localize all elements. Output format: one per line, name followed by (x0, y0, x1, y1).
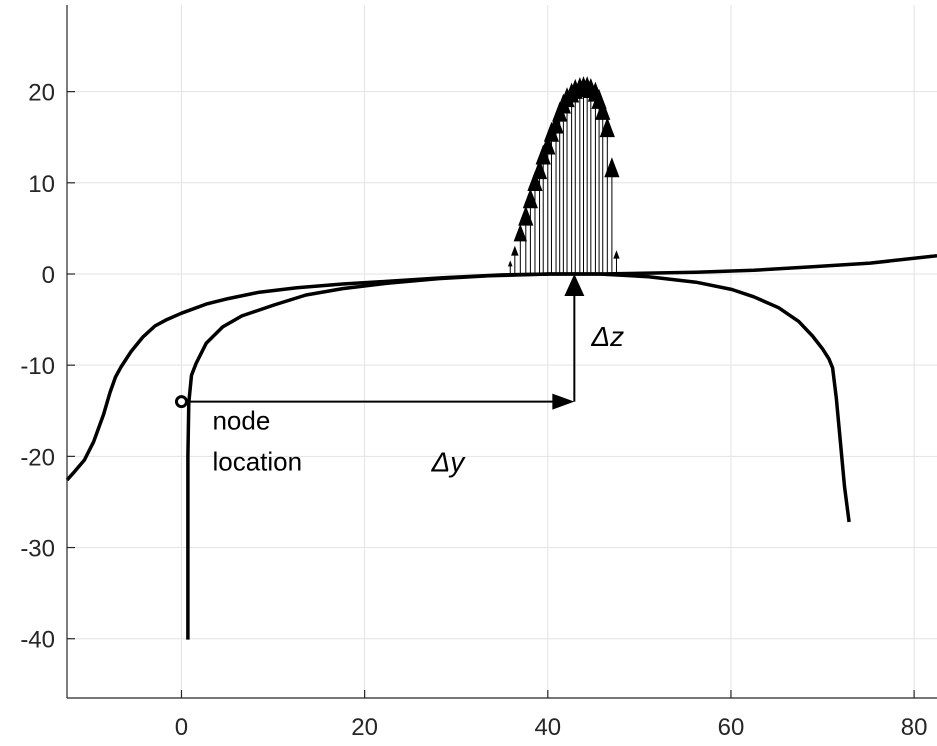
load-arrow-head (518, 205, 534, 226)
load-arrow-head (507, 260, 513, 267)
series-line-2 (186, 272, 851, 640)
series-line-1 (65, 254, 937, 482)
load-arrow-head (535, 144, 551, 165)
load-arrow-head (604, 157, 620, 178)
load-arrow-head (522, 188, 538, 209)
node-label-line1: node (212, 406, 270, 436)
load-arrow-head (613, 250, 620, 259)
x-tick-label: 0 (175, 714, 188, 741)
y-tick-label: -40 (20, 627, 55, 654)
load-arrow-head (527, 170, 543, 191)
x-tick-label: 20 (351, 714, 378, 741)
annotations: node location Δz Δy (174, 273, 624, 478)
axes (66, 5, 937, 699)
load-arrow-head (595, 99, 611, 120)
y-tick-label: -30 (20, 536, 55, 563)
distributed-load-arrows (507, 76, 620, 274)
node-marker (174, 395, 188, 409)
y-tick-label: -10 (20, 353, 55, 380)
x-tick-label: 80 (901, 714, 928, 741)
y-tick-label: 10 (28, 171, 55, 198)
grid-lines (67, 5, 937, 698)
x-tick-label: 40 (534, 714, 561, 741)
tick-labels: 0 20 40 60 80 20 10 0 -10 -20 -30 -40 (20, 80, 927, 741)
x-tick-label: 60 (718, 714, 745, 741)
load-arrow-head (599, 117, 615, 138)
node-label-line2: location (212, 447, 302, 477)
delta-y-arrow-head (552, 393, 575, 410)
y-tick-label: 0 (42, 262, 55, 289)
load-arrow-head (511, 245, 519, 256)
y-tick-label: 20 (28, 80, 55, 107)
delta-y-label: Δy (430, 447, 466, 478)
curves (65, 254, 937, 640)
delta-z-label: Δz (590, 321, 624, 352)
y-tick-label: -20 (20, 444, 55, 471)
delta-z-arrow-head (564, 273, 585, 296)
load-arrow-head (513, 223, 527, 242)
